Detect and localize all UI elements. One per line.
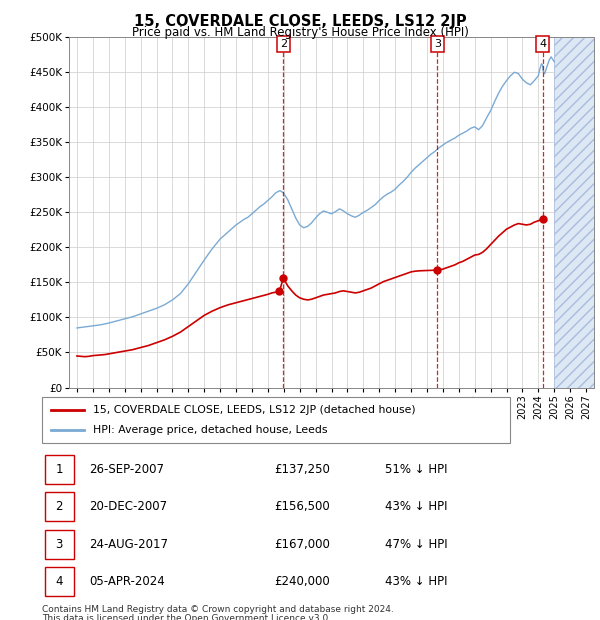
Text: 2: 2 (55, 500, 63, 513)
Bar (554, 37, 600, 387)
Text: 47% ↓ HPI: 47% ↓ HPI (385, 538, 448, 551)
Text: 24-AUG-2017: 24-AUG-2017 (89, 538, 169, 551)
Text: 2: 2 (280, 39, 287, 49)
Text: HPI: Average price, detached house, Leeds: HPI: Average price, detached house, Leed… (94, 425, 328, 435)
FancyBboxPatch shape (44, 567, 74, 596)
Text: 15, COVERDALE CLOSE, LEEDS, LS12 2JP (detached house): 15, COVERDALE CLOSE, LEEDS, LS12 2JP (de… (94, 405, 416, 415)
Text: £167,000: £167,000 (274, 538, 330, 551)
FancyBboxPatch shape (44, 455, 74, 484)
Text: 3: 3 (434, 39, 441, 49)
Text: 3: 3 (55, 538, 63, 551)
Text: 1: 1 (55, 463, 63, 476)
Text: 4: 4 (539, 39, 546, 49)
Text: 43% ↓ HPI: 43% ↓ HPI (385, 575, 448, 588)
Text: 4: 4 (55, 575, 63, 588)
Text: This data is licensed under the Open Government Licence v3.0.: This data is licensed under the Open Gov… (42, 614, 331, 620)
Text: £156,500: £156,500 (274, 500, 330, 513)
FancyBboxPatch shape (42, 397, 510, 443)
Text: Contains HM Land Registry data © Crown copyright and database right 2024.: Contains HM Land Registry data © Crown c… (42, 604, 394, 614)
Text: 51% ↓ HPI: 51% ↓ HPI (385, 463, 448, 476)
FancyBboxPatch shape (44, 529, 74, 559)
Text: 15, COVERDALE CLOSE, LEEDS, LS12 2JP: 15, COVERDALE CLOSE, LEEDS, LS12 2JP (134, 14, 466, 29)
FancyBboxPatch shape (44, 492, 74, 521)
Text: 43% ↓ HPI: 43% ↓ HPI (385, 500, 448, 513)
Text: 26-SEP-2007: 26-SEP-2007 (89, 463, 164, 476)
Text: 20-DEC-2007: 20-DEC-2007 (89, 500, 167, 513)
Text: £240,000: £240,000 (274, 575, 330, 588)
Text: 05-APR-2024: 05-APR-2024 (89, 575, 165, 588)
Text: £137,250: £137,250 (274, 463, 330, 476)
Text: Price paid vs. HM Land Registry's House Price Index (HPI): Price paid vs. HM Land Registry's House … (131, 26, 469, 39)
